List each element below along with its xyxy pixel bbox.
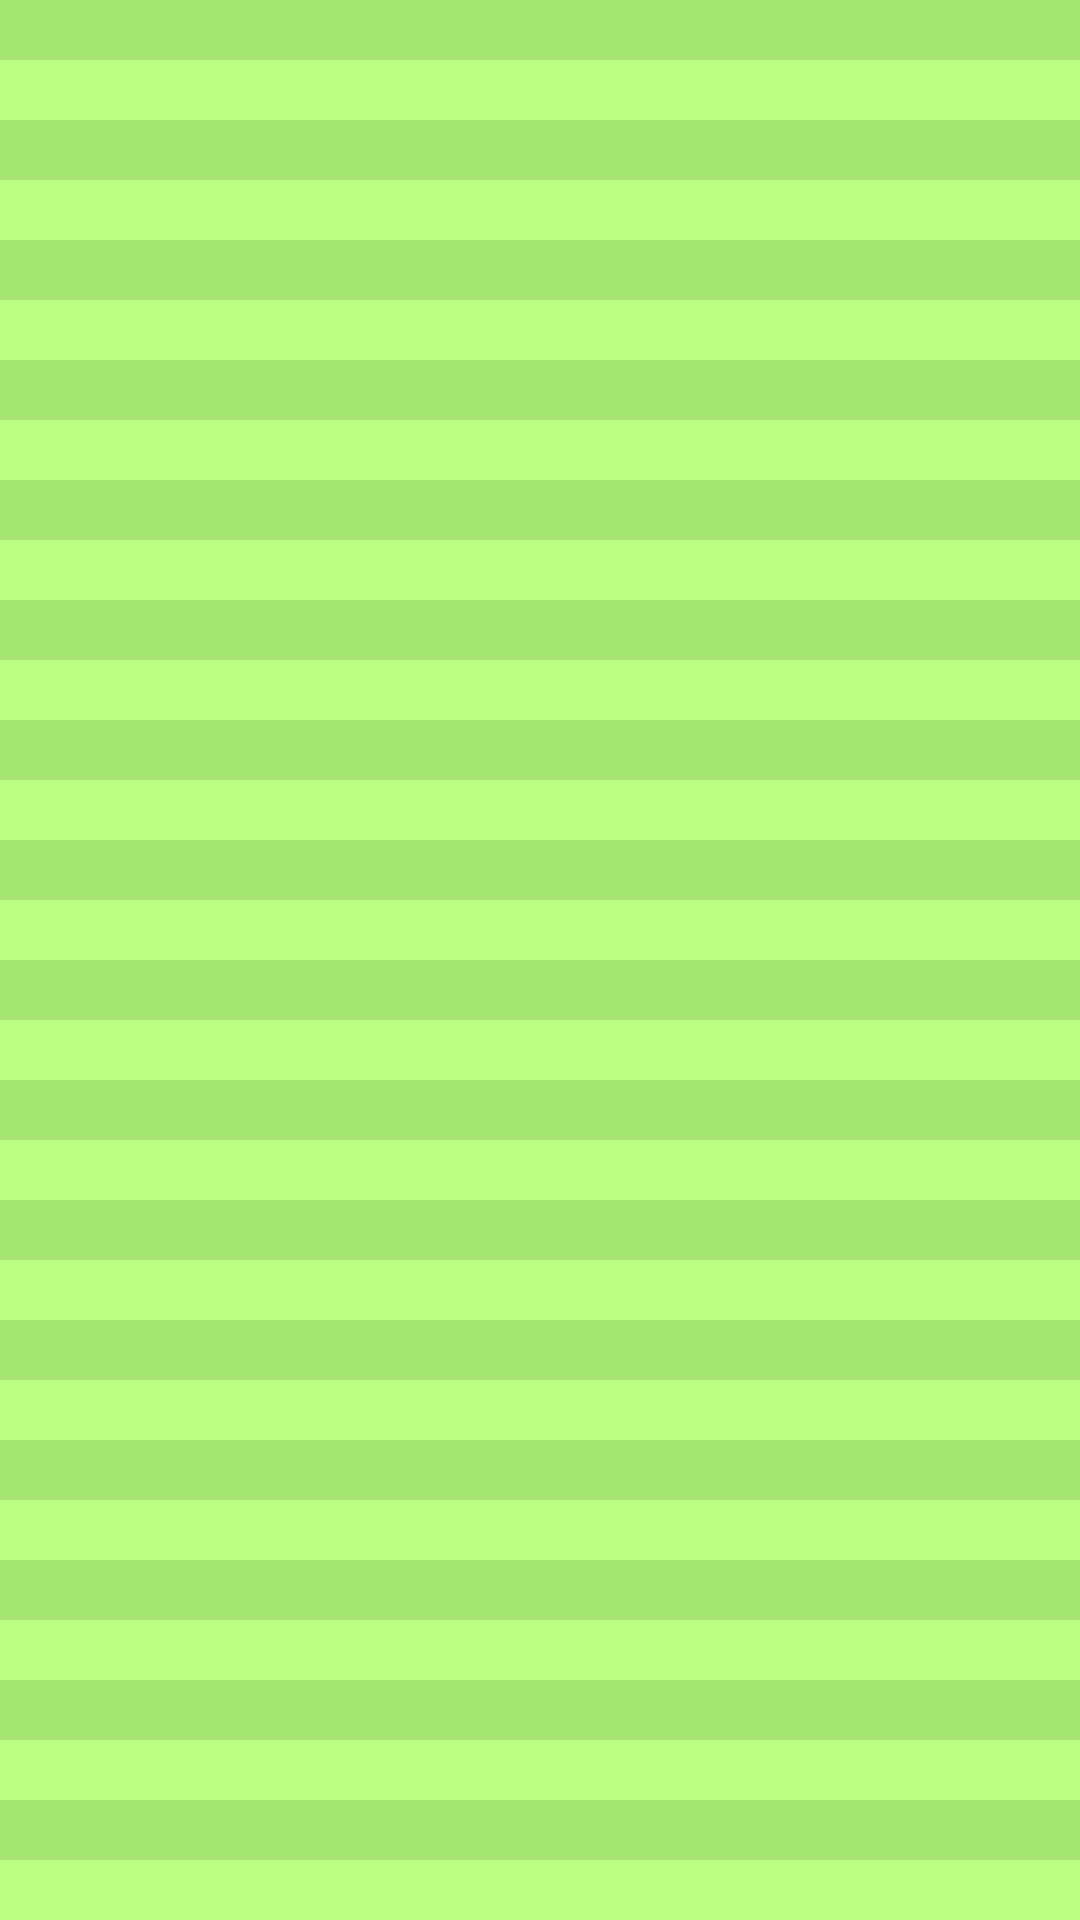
- background-stripe: [0, 960, 1080, 1020]
- background-stripe: [0, 1440, 1080, 1500]
- background-stripe: [0, 1800, 1080, 1860]
- background-stripe: [0, 1140, 1080, 1200]
- background-stripe: [0, 420, 1080, 480]
- background-stripe: [0, 240, 1080, 300]
- background-stripe: [0, 1320, 1080, 1380]
- background-stripe: [0, 1860, 1080, 1920]
- background-stripe: [0, 900, 1080, 960]
- background-stripe: [0, 1260, 1080, 1320]
- background-stripe: [0, 300, 1080, 360]
- background-stripe: [0, 660, 1080, 720]
- background-stripe: [0, 1500, 1080, 1560]
- background-stripe: [0, 840, 1080, 900]
- background-stripe: [0, 1380, 1080, 1440]
- background-stripe: [0, 600, 1080, 660]
- background-stripe: [0, 360, 1080, 420]
- background-stripe: [0, 180, 1080, 240]
- background-stripe: [0, 720, 1080, 780]
- background-stripe: [0, 480, 1080, 540]
- background-stripe: [0, 1020, 1080, 1080]
- background-stripe: [0, 1080, 1080, 1140]
- background-stripe: [0, 60, 1080, 120]
- background-stripe: [0, 0, 1080, 60]
- background-stripe: [0, 120, 1080, 180]
- background-stripe: [0, 1560, 1080, 1620]
- background-stripe: [0, 1680, 1080, 1740]
- background-stripe: [0, 1200, 1080, 1260]
- background-stripe: [0, 1740, 1080, 1800]
- background-stripe: [0, 1620, 1080, 1680]
- background-stripe: [0, 540, 1080, 600]
- background-stripe: [0, 780, 1080, 840]
